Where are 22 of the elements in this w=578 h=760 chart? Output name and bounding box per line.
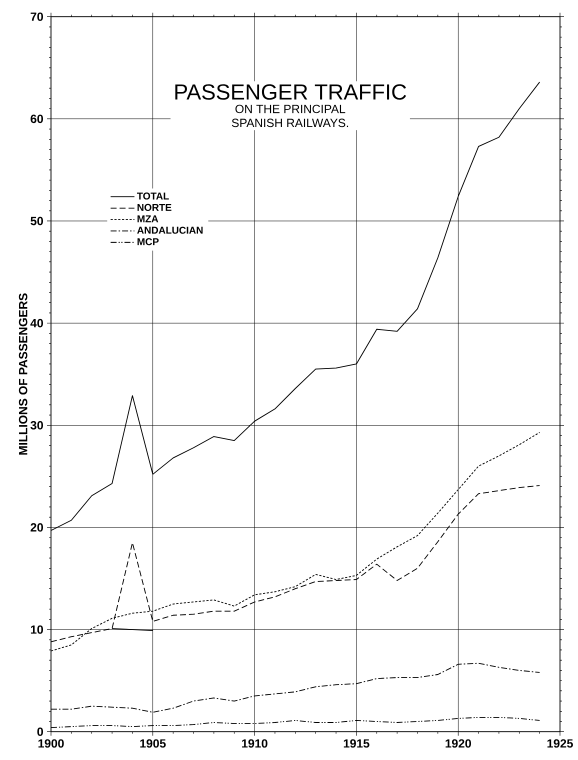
- x-tick-label: 1900: [38, 739, 64, 748]
- y-tick-label: 30: [30, 421, 43, 430]
- text: ON THE PRINCIPAL SPANISH RAILWAYS.: [232, 104, 348, 128]
- x-tick-label: 1925: [547, 739, 573, 748]
- legend-label: NORTE: [138, 204, 172, 211]
- y-tick-label: 0: [37, 727, 44, 736]
- y-tick-label: 50: [30, 216, 43, 226]
- text: PASSENGER TRAFFIC: [175, 84, 406, 100]
- y-tick-label: 40: [30, 318, 43, 328]
- x-tick-label: 1905: [140, 739, 166, 748]
- legend-label: MCP: [138, 238, 159, 246]
- y-axis-title: MILLIONS OF PASSENGERS: [18, 293, 28, 455]
- y-tick-label: 20: [30, 523, 43, 532]
- y-tick-label: 60: [30, 114, 43, 124]
- x-tick-label: 1915: [344, 739, 370, 748]
- legend-label: TOTAL: [136, 192, 169, 200]
- y-tick-label: 10: [30, 625, 43, 634]
- x-tick-label: 1910: [242, 739, 268, 748]
- x-tick-label: 1920: [446, 739, 471, 748]
- legend-label: MZA: [138, 215, 158, 222]
- legend-label: ANDALUCIAN: [137, 226, 203, 234]
- y-tick-label: 70: [30, 12, 43, 21]
